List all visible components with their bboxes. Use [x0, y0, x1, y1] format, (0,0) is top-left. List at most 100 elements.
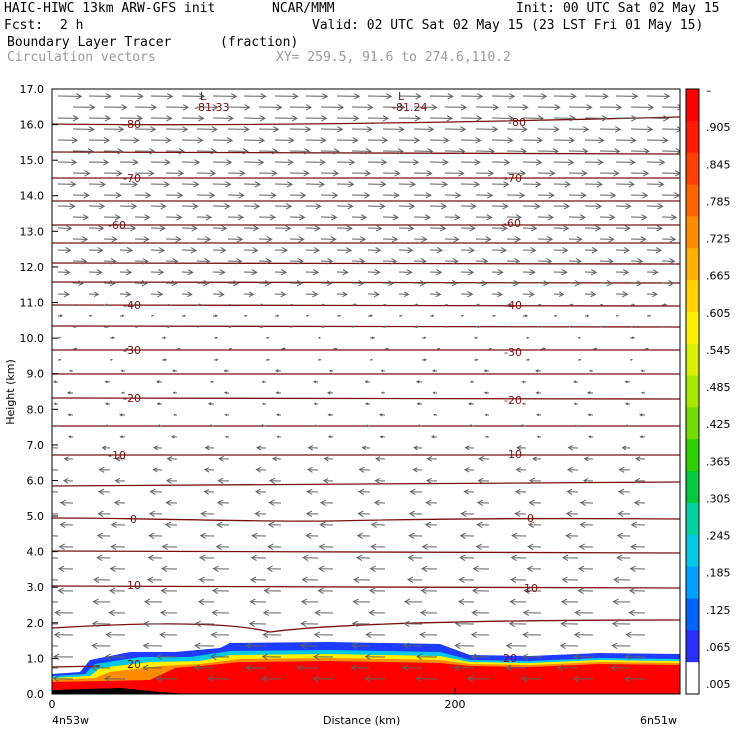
circulation-vector [454, 620, 475, 627]
circulation-vector [274, 269, 288, 276]
circulation-vector [398, 225, 415, 232]
x-tick-label: 200 [445, 698, 466, 711]
circulation-vector [615, 203, 632, 210]
circulation-vector [104, 653, 126, 660]
circulation-vector [630, 214, 648, 221]
circulation-vector [57, 181, 77, 188]
circulation-vector [274, 137, 295, 144]
plot-area [52, 89, 680, 694]
circulation-vector [250, 554, 267, 561]
circulation-vector [568, 192, 587, 199]
color-bar-label: .785 [706, 195, 731, 208]
circulation-vector [568, 303, 574, 307]
circulation-vector [161, 565, 178, 572]
color-bar-label: .065 [706, 641, 731, 654]
circulation-vector [96, 554, 111, 561]
circulation-vector [243, 93, 267, 100]
circulation-vector [72, 325, 78, 328]
circulation-vector [351, 642, 371, 649]
circulation-vector [526, 565, 542, 572]
circulation-vector [521, 675, 542, 682]
circulation-vector [63, 456, 74, 462]
circulation-vector [425, 477, 438, 484]
circulation-vector [398, 159, 420, 166]
circulation-vector [97, 510, 111, 518]
circulation-vector [320, 280, 333, 287]
circulation-vector [336, 247, 353, 254]
circulation-vector [646, 181, 665, 188]
circulation-vector [265, 358, 271, 361]
contour-line [52, 665, 101, 668]
circulation-vector [57, 159, 78, 166]
circulation-vector [553, 203, 571, 210]
circulation-vector [577, 358, 582, 361]
circulation-vector [261, 675, 282, 682]
contour-line [52, 116, 680, 126]
circulation-vector [194, 620, 215, 627]
circulation-vector [289, 148, 311, 155]
circulation-vector [181, 291, 193, 298]
circulation-vector [615, 181, 635, 188]
circulation-vector [275, 413, 282, 417]
circulation-vector [578, 565, 594, 572]
circulation-vector [617, 488, 631, 496]
color-bar-labels: – .905 .845 .785 .725 .665 .605 .545 .485 .425 .36… [706, 84, 731, 691]
circulation-vector [224, 435, 230, 438]
circulation-vector [243, 181, 261, 188]
circulation-vector [350, 664, 371, 671]
circulation-vector [599, 303, 604, 306]
circulation-vector [556, 664, 579, 671]
circulation-vector [307, 445, 319, 451]
circulation-vector [599, 258, 614, 265]
circulation-vector [367, 225, 383, 232]
circulation-vector [193, 664, 215, 671]
circulation-vector [431, 369, 438, 373]
circulation-vector [296, 664, 319, 671]
circulation-vector [320, 104, 345, 111]
circulation-vector [661, 126, 680, 133]
circulation-vector [475, 148, 495, 155]
circulation-vector [305, 532, 319, 540]
circulation-vector [506, 148, 527, 155]
circulation-vector [483, 391, 490, 395]
low-marker: L [200, 90, 207, 103]
circulation-vector [52, 557, 59, 559]
circulation-vector [245, 664, 267, 671]
color-bar-label: .245 [706, 530, 731, 543]
circulation-vector [408, 532, 423, 539]
circulation-vector [568, 148, 589, 155]
circulation-vector [118, 413, 126, 417]
circulation-vector [646, 291, 658, 298]
circulation-vector [475, 214, 493, 221]
circulation-vector [468, 424, 475, 428]
circulation-vector [52, 623, 59, 625]
circulation-vector [88, 314, 93, 317]
circulation-vector [398, 314, 403, 317]
circulation-vector [367, 159, 388, 166]
circulation-vector [535, 391, 542, 395]
circulation-vector [320, 303, 326, 306]
circulation-vector [491, 159, 511, 166]
circulation-vector [356, 554, 371, 561]
circulation-vector [134, 104, 158, 111]
circulation-vector [491, 225, 508, 232]
y-tick-label: 2.0 [27, 617, 45, 630]
circulation-vector [72, 347, 78, 351]
y-tick-label: 11.0 [20, 297, 45, 310]
circulation-vector [429, 314, 435, 318]
circulation-vector [364, 675, 386, 682]
circulation-vector [528, 477, 542, 485]
circulation-vector [478, 455, 490, 462]
circulation-vector [413, 148, 434, 155]
circulation-vector [483, 369, 490, 373]
circulation-vector [553, 93, 577, 100]
circulation-vector [553, 159, 575, 166]
y-tick-label: 7.0 [27, 439, 45, 452]
contour-labels: -80 -80 -70 -70 -60 -60 -40 -40 -30 -30 … [108, 90, 538, 671]
circulation-vector [159, 631, 178, 638]
circulation-vector [553, 314, 558, 317]
circulation-vector [272, 456, 282, 462]
circulation-vector [398, 291, 410, 297]
circulation-vector [88, 115, 111, 122]
circulation-vector [420, 587, 438, 594]
